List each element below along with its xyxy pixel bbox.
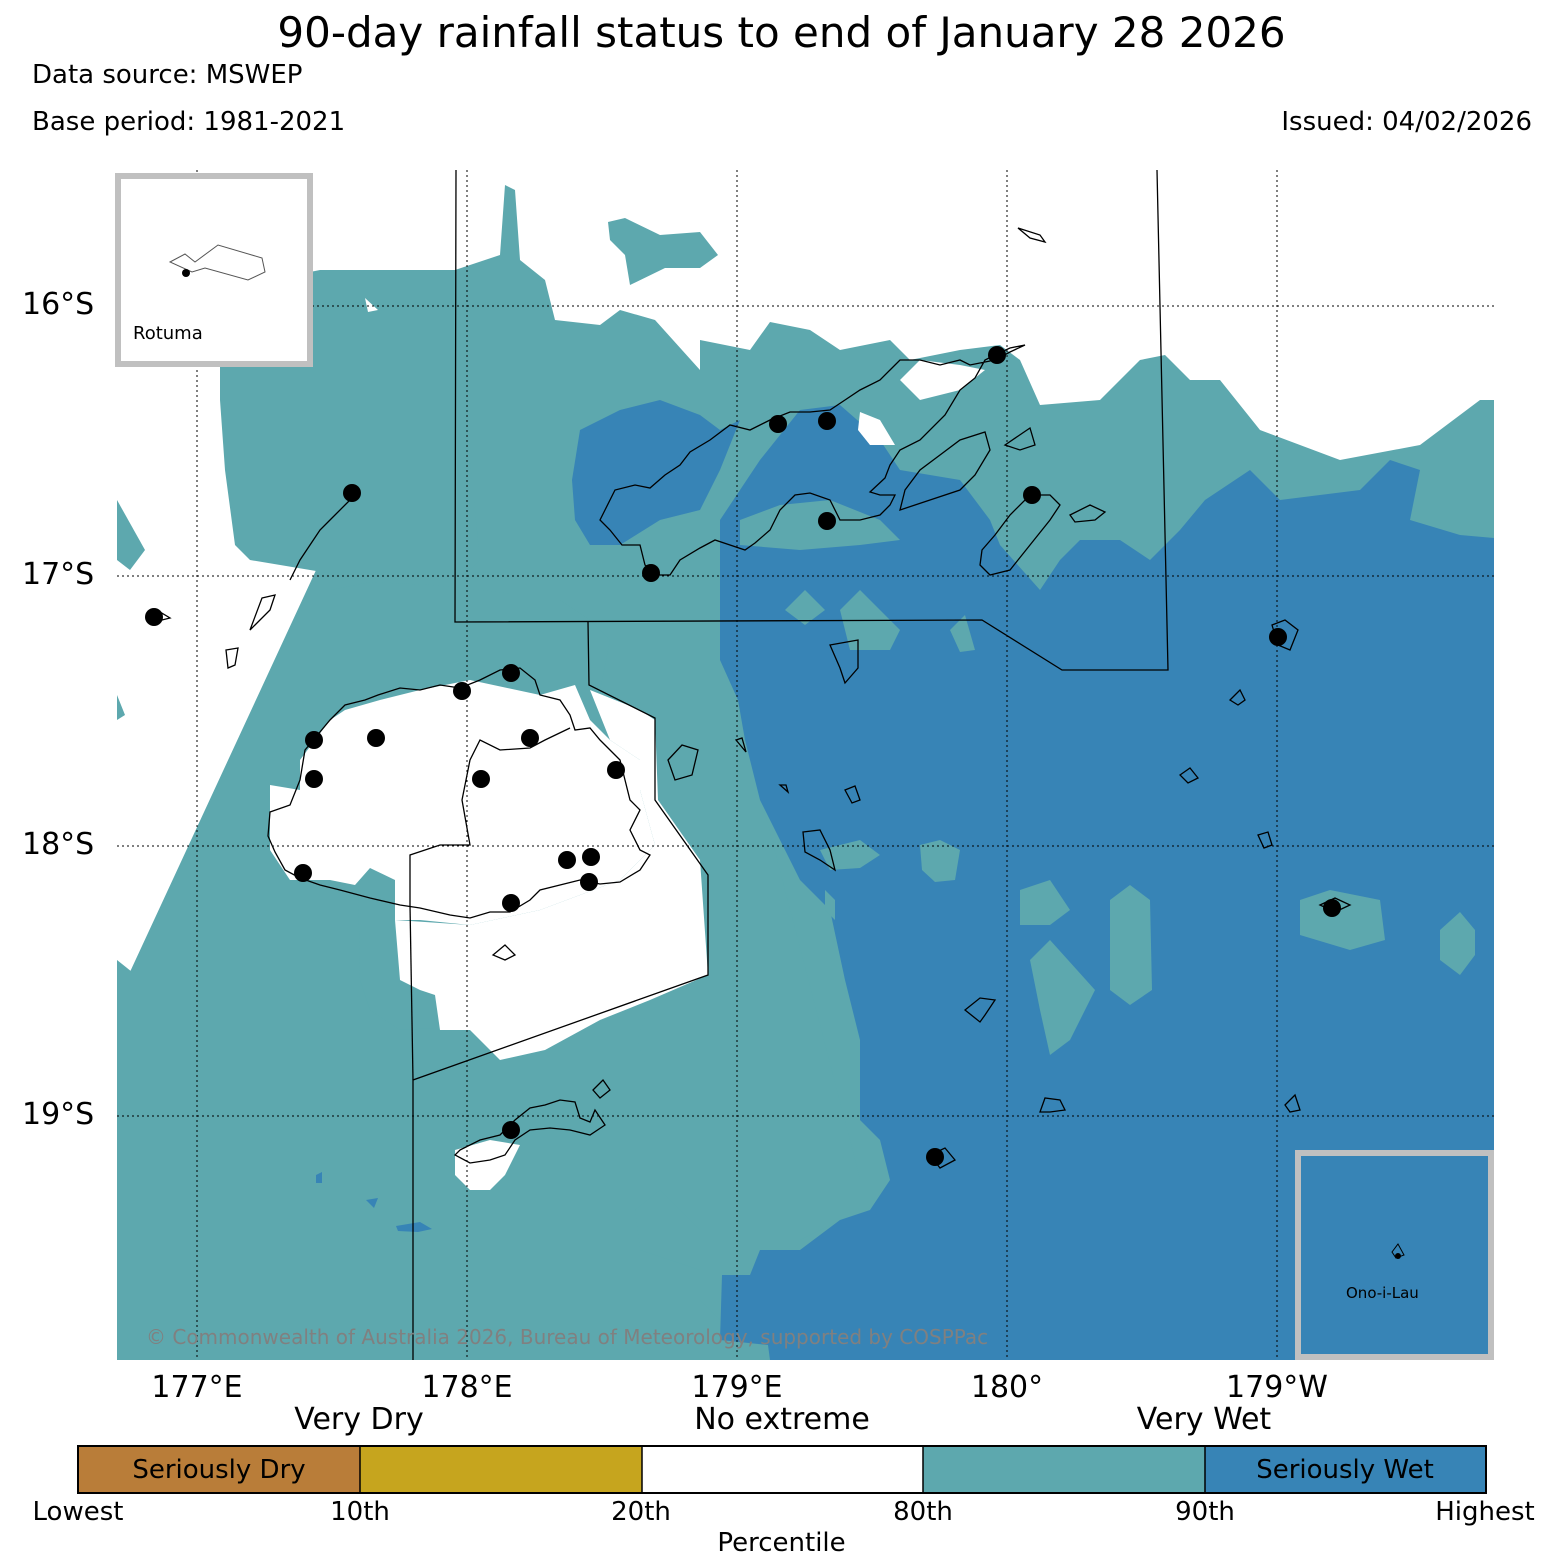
lat-label-18s: 18°S (22, 827, 95, 862)
legend-very-wet-label: Very Wet (1136, 1402, 1272, 1437)
rainfall-contours (117, 170, 1494, 1360)
seriously-wet-swatch (1205, 1446, 1486, 1493)
no-extreme-swatch (642, 1446, 923, 1493)
legend-seriously-dry-label: Seriously Dry (132, 1455, 306, 1485)
legend-tick-20th: 20th (611, 1497, 671, 1527)
station-markers (145, 346, 1341, 1166)
legend-tick-highest: Highest (1435, 1497, 1535, 1527)
base-period-label: Base period: 1981-2021 (32, 107, 346, 137)
lon-label-180: 180° (970, 1370, 1044, 1405)
seriously-dry-swatch (78, 1446, 360, 1493)
legend-no-extreme-label: No extreme (694, 1402, 870, 1437)
rotuma-label: Rotuma (133, 323, 203, 344)
copyright-notice: © Commonwealth of Australia 2026, Bureau… (146, 1325, 989, 1349)
lon-label-179e: 179°E (691, 1370, 783, 1405)
lat-label-17s: 17°S (22, 557, 95, 592)
division-boundaries (409, 169, 1169, 1360)
colorbar (77, 1445, 1487, 1494)
rotuma-inset (115, 173, 313, 367)
data-source-label: Data source: MSWEP (32, 60, 303, 90)
ono-i-lau-label: Ono-i-Lau (1346, 1284, 1419, 1302)
legend-very-dry-label: Very Dry (294, 1402, 424, 1437)
lon-label-179w: 179°W (1226, 1370, 1328, 1405)
lon-label-178e: 178°E (421, 1370, 513, 1405)
lat-label-19s: 19°S (22, 1097, 95, 1132)
map-title: 90-day rainfall status to end of January… (277, 8, 1286, 57)
seriously-wet-regions (316, 400, 1494, 1360)
legend-tick-lowest: Lowest (32, 1497, 124, 1527)
legend-tick-90th: 90th (1175, 1497, 1235, 1527)
ono-i-lau-inset (1295, 1150, 1494, 1360)
legend-seriously-wet-label: Seriously Wet (1256, 1455, 1434, 1485)
legend-tick-10th: 10th (330, 1497, 390, 1527)
legend-tick-80th: 80th (893, 1497, 953, 1527)
very-wet-swatch (923, 1446, 1205, 1493)
legend-axis-label: Percentile (717, 1528, 846, 1558)
lat-label-16s: 16°S (22, 287, 95, 322)
very-dry-swatch (360, 1446, 642, 1493)
issued-date-label: Issued: 04/02/2026 (1281, 107, 1532, 137)
lon-label-177e: 177°E (151, 1370, 243, 1405)
